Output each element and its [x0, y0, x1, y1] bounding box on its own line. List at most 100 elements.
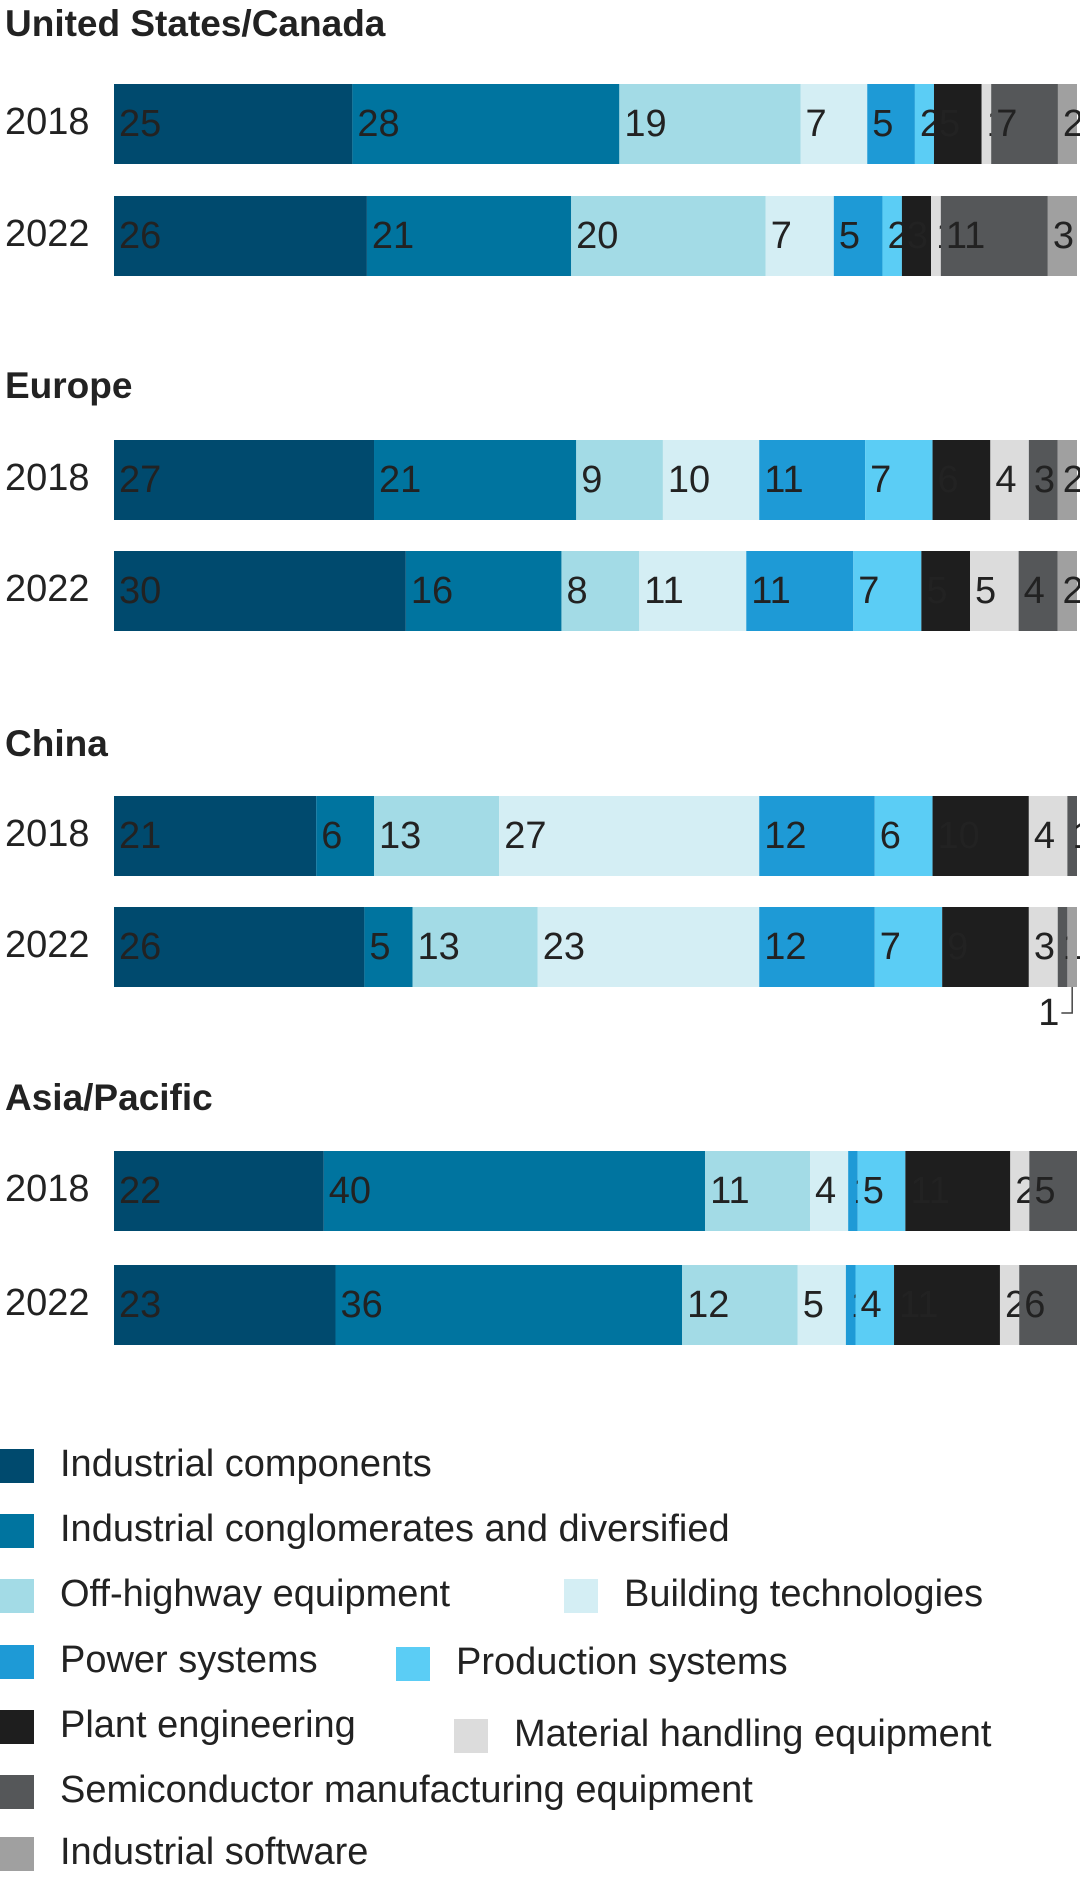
bar-segment — [746, 551, 854, 631]
bar-segment — [894, 1265, 1000, 1345]
bar-segment — [114, 1151, 324, 1231]
bar-segment — [499, 796, 760, 876]
bar-segment — [323, 1151, 706, 1231]
data-label: 5 — [803, 1284, 824, 1326]
bar-segment — [833, 196, 883, 276]
legend-swatch — [0, 1449, 34, 1483]
data-label: 5 — [939, 103, 960, 145]
bar-segment — [682, 1265, 798, 1345]
bar-segment — [999, 1265, 1020, 1345]
bar-segment — [921, 551, 970, 631]
data-label: 3 — [1034, 459, 1055, 501]
data-label: 1 — [1038, 992, 1059, 1034]
legend-swatch — [0, 1710, 34, 1744]
data-label: 9 — [581, 459, 602, 501]
bar-segment — [405, 551, 562, 631]
data-label: 2 — [1063, 459, 1080, 501]
bar-segment — [576, 440, 663, 520]
data-label: 11 — [751, 570, 790, 612]
bar-segment — [933, 84, 982, 164]
data-label: 28 — [357, 103, 399, 145]
y-tick-label: 2018 — [5, 101, 90, 143]
data-label: 9 — [947, 926, 968, 968]
data-label: 23 — [119, 1284, 161, 1326]
bar-segment — [797, 1265, 846, 1345]
bar-segment — [412, 907, 538, 987]
y-tick-label: 2022 — [5, 924, 90, 966]
bar-segment — [865, 440, 933, 520]
bar-segment — [571, 196, 766, 276]
bar-segment — [705, 1151, 811, 1231]
legend-label: Industrial conglomerates and diversified — [60, 1508, 730, 1550]
bar-segment — [639, 551, 747, 631]
bar-segment — [914, 84, 934, 164]
bar-segment — [1057, 84, 1077, 164]
bar-segment — [932, 440, 991, 520]
data-label: 5 — [975, 570, 996, 612]
bar-segment — [882, 196, 902, 276]
data-label: 7 — [870, 459, 891, 501]
bar-segment — [374, 796, 500, 876]
legend-label: Production systems — [456, 1641, 788, 1683]
data-label: 22 — [119, 1170, 161, 1212]
data-label: 20 — [576, 215, 618, 257]
legend-swatch — [0, 1579, 34, 1613]
data-label: 11 — [910, 1170, 949, 1212]
bar-segment — [364, 907, 413, 987]
data-label: 27 — [119, 459, 161, 501]
data-label: 19 — [624, 103, 666, 145]
leader-line — [1061, 987, 1073, 1014]
panel-title: Europe — [5, 365, 132, 406]
data-label: 5 — [926, 570, 947, 612]
data-label: 7 — [771, 215, 792, 257]
panel-title: China — [5, 723, 108, 764]
data-label: 26 — [119, 926, 161, 968]
bar-segment — [316, 796, 375, 876]
data-label: 4 — [1024, 570, 1045, 612]
bar-segment — [114, 1265, 336, 1345]
bar-segment — [901, 196, 932, 276]
bar-segment — [800, 84, 868, 164]
data-label: 11 — [946, 215, 985, 257]
data-label: 21 — [379, 459, 421, 501]
bar-segment — [874, 907, 943, 987]
y-tick-label: 2018 — [5, 1168, 90, 1210]
data-label: 12 — [687, 1284, 729, 1326]
data-label: 6 — [1024, 1284, 1045, 1326]
data-label: 8 — [566, 570, 587, 612]
legend-swatch — [0, 1775, 34, 1809]
bar-segment — [970, 551, 1019, 631]
data-label: 23 — [543, 926, 585, 968]
y-tick-label: 2022 — [5, 568, 90, 610]
bar-segment — [1057, 907, 1068, 987]
legend-swatch — [0, 1514, 34, 1548]
data-label: 2 — [1063, 103, 1080, 145]
data-label: 13 — [379, 815, 421, 857]
bar-segment — [1057, 440, 1077, 520]
bar-segment — [114, 907, 365, 987]
data-label: 11 — [764, 459, 803, 501]
data-label: 10 — [668, 459, 710, 501]
legend-swatch — [454, 1719, 488, 1753]
data-label: 25 — [119, 103, 161, 145]
panel-title: United States/Canada — [5, 3, 386, 44]
data-label: 12 — [764, 926, 806, 968]
legend-label: Industrial software — [60, 1831, 368, 1873]
data-label: 4 — [815, 1170, 836, 1212]
legend-label: Power systems — [60, 1639, 318, 1681]
bar-segment — [114, 84, 353, 164]
bar-segment — [1029, 1151, 1077, 1231]
legend-label: Plant engineering — [60, 1704, 356, 1746]
bar-segment — [867, 84, 915, 164]
data-label: 4 — [995, 459, 1016, 501]
data-label: 3 — [907, 215, 928, 257]
bar-segment — [1067, 796, 1077, 876]
data-label: 6 — [880, 815, 901, 857]
bar-segment — [662, 440, 760, 520]
bar-segment — [619, 84, 801, 164]
bar-segment — [374, 440, 577, 520]
data-label: 4 — [861, 1284, 882, 1326]
bar-segment — [759, 796, 875, 876]
data-label: 12 — [764, 815, 806, 857]
